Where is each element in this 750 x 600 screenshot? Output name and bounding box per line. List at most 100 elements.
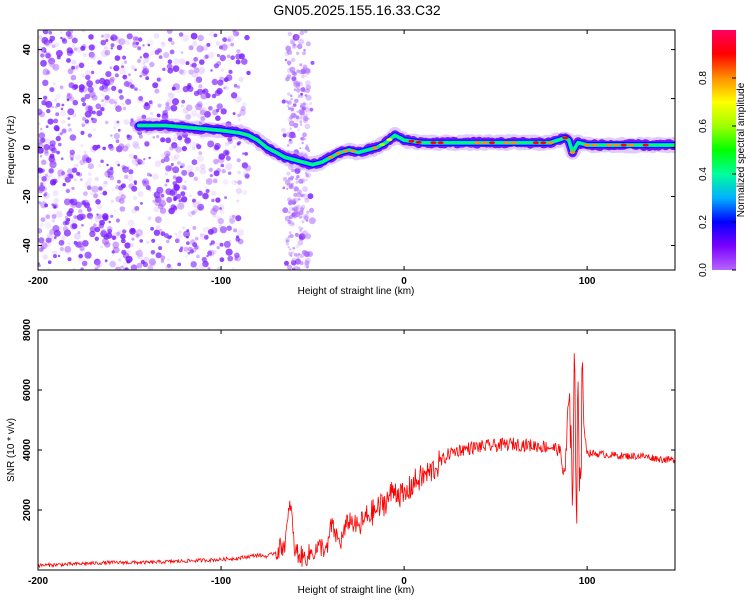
noise-blob [164, 150, 171, 157]
noise-blob [57, 132, 62, 137]
noise-blob [213, 33, 218, 38]
noise-blob [52, 190, 59, 197]
noise-blob [53, 205, 57, 209]
noise-blob [193, 90, 200, 97]
ridge-hotspot [503, 141, 510, 145]
noise-blob [236, 158, 241, 163]
noise-blob [298, 178, 304, 184]
ridge-hotspot [349, 149, 356, 153]
noise-blob [159, 207, 167, 214]
noise-blob [299, 110, 305, 116]
noise-blob [118, 143, 125, 150]
noise-blob [165, 105, 171, 111]
noise-blob [38, 138, 43, 145]
noise-blob [178, 58, 186, 65]
noise-blob [206, 254, 209, 258]
noise-blob [134, 251, 139, 256]
noise-blob [240, 106, 246, 112]
noise-blob [98, 164, 102, 168]
noise-blob [70, 74, 77, 81]
noise-blob [159, 189, 165, 195]
noise-blob [38, 35, 43, 40]
noise-blob [106, 33, 111, 38]
noise-blob [193, 67, 200, 74]
noise-blob [303, 116, 309, 122]
noise-blob [222, 37, 228, 42]
noise-blob [68, 173, 74, 179]
noise-blob [49, 61, 55, 68]
noise-blob [54, 126, 60, 132]
noise-blob [135, 36, 139, 41]
noise-blob [180, 51, 184, 54]
y-tick-label: 8000 [22, 318, 33, 341]
noise-blob [235, 215, 242, 222]
noise-blob [203, 234, 209, 240]
noise-blob [293, 122, 299, 128]
ridge-hotspot [547, 141, 554, 145]
noise-blob [225, 155, 231, 161]
noise-blob [226, 44, 231, 48]
noise-blob [71, 186, 75, 191]
noise-blob [55, 49, 63, 57]
noise-blob [292, 198, 296, 202]
noise-blob [303, 114, 308, 119]
noise-blob [171, 142, 178, 149]
noise-blob [131, 185, 138, 192]
noise-blob [196, 144, 202, 150]
noise-blob [66, 92, 71, 97]
noise-blob [237, 140, 242, 145]
noise-blob [67, 93, 73, 99]
noise-blob [281, 99, 286, 104]
noise-blob [197, 113, 203, 119]
noise-blob [178, 199, 182, 203]
noise-blob [172, 175, 177, 180]
noise-blob [299, 213, 304, 219]
noise-blob [227, 255, 234, 262]
noise-blob [188, 45, 194, 51]
noise-blob [180, 165, 183, 169]
noise-blob [307, 193, 314, 200]
noise-blob [223, 85, 228, 89]
noise-blob [290, 40, 294, 45]
noise-blob [299, 261, 304, 266]
noise-blob [154, 196, 162, 203]
noise-blob [295, 262, 298, 265]
noise-blob [304, 123, 311, 130]
noise-blob [42, 254, 48, 260]
noise-blob [285, 179, 291, 186]
noise-blob [216, 266, 222, 270]
noise-blob [143, 181, 147, 184]
noise-blob [49, 228, 56, 235]
noise-blob [282, 207, 289, 214]
noise-blob [117, 230, 122, 235]
noise-blob [88, 177, 93, 182]
noise-blob [100, 39, 107, 46]
noise-blob [84, 251, 92, 259]
noise-blob [90, 53, 97, 60]
noise-blob [209, 31, 215, 37]
noise-blob [233, 84, 238, 88]
snr-line [38, 353, 675, 569]
noise-blob [216, 87, 223, 95]
noise-blob [56, 150, 60, 155]
noise-blob [113, 246, 120, 254]
ridge-hotspot [386, 138, 393, 142]
noise-blob [123, 60, 128, 64]
noise-blob [226, 225, 232, 231]
noise-blob [67, 68, 73, 73]
noise-blob [291, 43, 298, 49]
ridge-hotspot [327, 155, 334, 159]
noise-blob [215, 197, 221, 203]
noise-blob [131, 237, 135, 241]
noise-blob [44, 191, 48, 195]
noise-blob [189, 141, 197, 149]
noise-blob [310, 60, 315, 65]
noise-blob [119, 206, 126, 212]
noise-blob [158, 246, 163, 251]
noise-blob [303, 48, 306, 52]
noise-blob [300, 95, 304, 99]
noise-blob [111, 235, 117, 241]
noise-blob [236, 199, 240, 203]
noise-blob [132, 195, 138, 200]
